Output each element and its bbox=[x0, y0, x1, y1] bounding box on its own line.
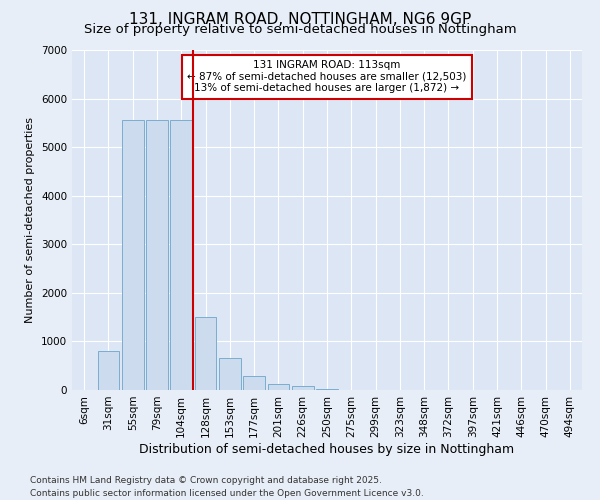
Bar bbox=[170, 120, 192, 390]
Text: Contains HM Land Registry data © Crown copyright and database right 2025.
Contai: Contains HM Land Registry data © Crown c… bbox=[30, 476, 424, 498]
Bar bbox=[268, 384, 289, 390]
Bar bbox=[219, 358, 241, 390]
Bar bbox=[316, 388, 338, 390]
Text: Size of property relative to semi-detached houses in Nottingham: Size of property relative to semi-detach… bbox=[83, 22, 517, 36]
Bar bbox=[146, 120, 168, 390]
Bar bbox=[194, 317, 217, 390]
Bar bbox=[97, 351, 119, 390]
X-axis label: Distribution of semi-detached houses by size in Nottingham: Distribution of semi-detached houses by … bbox=[139, 442, 515, 456]
Text: 131 INGRAM ROAD: 113sqm
← 87% of semi-detached houses are smaller (12,503)
13% o: 131 INGRAM ROAD: 113sqm ← 87% of semi-de… bbox=[187, 60, 467, 94]
Bar bbox=[122, 120, 143, 390]
Bar bbox=[292, 386, 314, 390]
Bar bbox=[243, 376, 265, 390]
Text: 131, INGRAM ROAD, NOTTINGHAM, NG6 9GP: 131, INGRAM ROAD, NOTTINGHAM, NG6 9GP bbox=[129, 12, 471, 28]
Y-axis label: Number of semi-detached properties: Number of semi-detached properties bbox=[25, 117, 35, 323]
